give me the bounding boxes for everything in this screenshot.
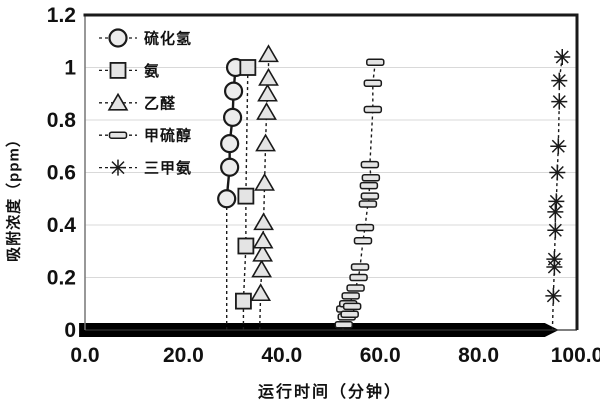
asterisk-marker (554, 49, 571, 65)
triangle-marker (254, 172, 275, 191)
triangle-marker (257, 83, 278, 102)
hbar-marker (358, 200, 378, 208)
plot-border (83, 13, 579, 331)
asterisk-marker (550, 138, 567, 155)
hbar-marker (342, 302, 362, 311)
series-三甲氨 (545, 49, 571, 331)
x-tick-label: 60.0 (360, 344, 401, 367)
circle-marker (217, 189, 237, 209)
legend-label: 乙醛 (144, 94, 176, 112)
triangle-marker (258, 44, 279, 63)
y-tick-label: 0.8 (47, 109, 77, 132)
circle-marker (220, 134, 240, 154)
hbar-marker (108, 131, 128, 139)
y-tick-label: 1.2 (47, 4, 76, 27)
x-tick-label: 0.0 (70, 344, 99, 367)
hbar-marker (361, 174, 381, 182)
legend-item-硫化氢: 硫化氢 (99, 28, 192, 48)
asterisk-marker (547, 203, 564, 220)
triangle-marker (252, 230, 274, 249)
asterisk-marker (547, 222, 564, 239)
hbar-marker (363, 79, 383, 87)
y-axis-title: 吸附浓度（ppm） (5, 131, 23, 262)
asterisk-marker (548, 193, 565, 210)
hbar-marker (350, 263, 370, 271)
hbar-marker (349, 273, 368, 282)
gridlines (85, 67, 577, 278)
square-marker (235, 292, 252, 310)
hbar-marker (346, 284, 365, 292)
y-tick-label: 0.4 (47, 214, 77, 237)
x-tick-label: 20.0 (163, 344, 204, 367)
hbar-marker (360, 160, 380, 169)
asterisk-marker (551, 72, 568, 89)
asterisk-marker (110, 159, 126, 176)
asterisk-marker (545, 287, 562, 304)
hbar-marker (334, 321, 354, 329)
x-axis-title: 运行时间（分钟） (257, 384, 402, 401)
triangle-marker (255, 133, 276, 152)
triangle-marker (251, 259, 273, 278)
asterisk-marker (551, 93, 568, 110)
hbar-marker (355, 223, 375, 232)
x-tick-label: 80.0 (458, 344, 499, 367)
triangle-marker (252, 243, 274, 262)
y-tick-label: 1 (64, 57, 76, 80)
y-tick-label: 0.6 (47, 162, 76, 185)
legend-label: 甲硫醇 (144, 127, 192, 145)
hbar-marker (360, 192, 380, 200)
series-乙醛 (250, 44, 279, 331)
hbar-marker (353, 237, 373, 245)
circle-marker (223, 81, 244, 101)
legend-item-三甲氨: 三甲氨 (99, 159, 192, 177)
hbar-marker (340, 310, 359, 318)
y-tick-labels: 0 0.2 0.4 0.6 0.8 1 1.2 (47, 4, 77, 342)
legend-item-氨: 氨 (99, 62, 160, 80)
x-tick-label: 100.0 (551, 344, 600, 367)
hbar-marker (363, 105, 383, 114)
legend-label: 氨 (144, 62, 160, 80)
asterisk-marker (549, 164, 566, 181)
legend-item-甲硫醇: 甲硫醇 (99, 127, 192, 145)
square-marker (237, 237, 255, 255)
series-甲硫醇 (334, 58, 385, 331)
hbar-marker (341, 292, 360, 300)
y-tick-label: 0.2 (47, 267, 76, 290)
asterisk-marker (546, 251, 563, 268)
square-marker (237, 187, 255, 205)
y-tick-label: 0 (64, 319, 76, 342)
triangle-marker (253, 212, 274, 231)
circle-marker (220, 157, 240, 177)
triangle-marker (258, 67, 279, 86)
legend-item-乙醛: 乙醛 (99, 92, 176, 112)
hbar-marker (366, 58, 385, 66)
x-tick-label: 40.0 (261, 344, 302, 367)
square-marker (239, 59, 257, 76)
legend-label: 三甲氨 (144, 159, 192, 177)
triangle-marker (107, 92, 129, 111)
series-氨 (235, 59, 257, 330)
triangle-marker (256, 102, 277, 120)
hbar-marker (359, 181, 379, 190)
triangle-marker (250, 283, 272, 302)
square-marker (109, 62, 127, 79)
circle-marker (223, 107, 243, 127)
circle-marker (108, 28, 128, 48)
legend-label: 硫化氢 (144, 30, 192, 48)
x-tick-labels: 0.0 20.0 40.0 60.0 80.0 100.0 (70, 344, 600, 367)
